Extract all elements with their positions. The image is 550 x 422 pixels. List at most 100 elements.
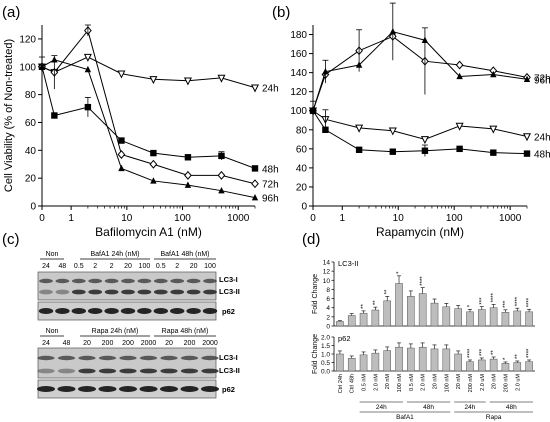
marker-96h [184, 181, 192, 188]
series-line-72h [312, 35, 528, 111]
series-label-72h: 72h [262, 180, 279, 191]
band-lc3ii [78, 368, 96, 374]
category-label: Ctrl 24h [338, 374, 344, 393]
significance-stars: * [467, 304, 473, 307]
band-p62 [200, 386, 220, 392]
band-lc3ii [71, 289, 86, 295]
band-lc3i [57, 355, 76, 361]
band-p62 [120, 308, 136, 314]
blot-bottom-group-non: Non [46, 328, 59, 335]
blot-bottom-group-2: Rapa 48h (nM) [162, 328, 209, 335]
marker-24h [388, 127, 397, 136]
significance-stars: **** [420, 276, 426, 286]
bar [477, 359, 486, 372]
band-p62 [98, 386, 117, 392]
y-tick-label: 40 [296, 163, 308, 174]
drug-label: BafA1 [396, 414, 414, 421]
lane-label: 20 [83, 340, 91, 347]
band-p62 [180, 386, 199, 392]
band-lc3i [170, 278, 185, 284]
band-p62 [71, 308, 87, 314]
lane-label: 48 [63, 340, 71, 347]
band-lc3ii [39, 289, 53, 295]
blot-top-group-non: Non [46, 251, 59, 258]
bar [383, 300, 392, 327]
bar [418, 346, 427, 372]
bar [501, 363, 510, 372]
panel-label-b: (b) [272, 4, 290, 21]
y-tick-label: 40 [25, 146, 37, 157]
band-lc3i [78, 355, 96, 361]
series-label-48h: 48h [262, 164, 279, 175]
series-line-96h [312, 31, 528, 111]
y-tick-label: 0.5 [321, 360, 330, 367]
bar [466, 361, 474, 372]
band-p62 [87, 308, 103, 314]
panel-label-a: (a) [2, 4, 20, 21]
marker-96h [523, 75, 531, 82]
bar [347, 315, 356, 327]
bar [525, 361, 533, 372]
group-label: 24h [376, 404, 387, 411]
marker-48h [150, 149, 157, 157]
blot-bottom-lc3i: LC3-I [219, 353, 238, 362]
band-p62 [153, 308, 169, 314]
band-p62 [104, 308, 119, 314]
blot-bottom-p62: p62 [222, 385, 235, 394]
lane-label: 2 [175, 263, 179, 270]
marker-24h [455, 122, 464, 131]
series-label-72h: 72h [534, 73, 550, 84]
x-tick-label: 1000 [499, 213, 522, 224]
marker-24h [355, 124, 364, 133]
marker-24h [420, 136, 429, 145]
band-lc3i [39, 278, 53, 284]
category-label: Ctrl 48h [350, 374, 356, 393]
marker-24h [489, 125, 498, 134]
y-tick-label: 0 [326, 324, 330, 331]
significance-stars: *** [479, 297, 485, 305]
bar [442, 348, 451, 372]
lane-label: 48 [59, 263, 67, 270]
x-axis-label: Bafilomycin A1 (nM) [95, 225, 202, 239]
significance-stars: *** [503, 300, 509, 308]
lane-label: 200 [102, 340, 114, 347]
y-tick-label: 2.0 [321, 335, 330, 342]
band-p62 [38, 308, 54, 314]
band-lc3i [139, 355, 158, 361]
series-label-96h: 96h [534, 75, 550, 86]
panel-label-d: (d) [302, 231, 320, 248]
marker-48h [490, 149, 497, 156]
band-lc3i [119, 355, 137, 361]
y-tick-label: 100 [290, 106, 307, 117]
marker-96h [218, 186, 225, 194]
y-tick-label: 180 [290, 30, 307, 41]
blot-bottom-lc3ii: LC3-II [219, 366, 240, 375]
x-tick-label: 100 [174, 213, 191, 224]
significance-stars: *** [479, 348, 485, 356]
band-lc3i [203, 278, 217, 284]
bar [407, 347, 415, 372]
bar [430, 302, 439, 327]
band-lc3ii [57, 368, 76, 374]
band-lc3ii [186, 289, 201, 295]
lane-label: 2000 [202, 340, 218, 347]
series-label-48h: 48h [534, 150, 550, 161]
x-tick-label: 1 [68, 213, 74, 224]
category-label: 20 nM [456, 374, 462, 390]
band-lc3ii [201, 368, 219, 374]
x-tick-label: 0 [310, 213, 316, 224]
band-p62 [77, 386, 97, 392]
marker-72h [184, 170, 192, 180]
marker-24h [183, 77, 192, 86]
marker-96h [251, 193, 259, 201]
x-tick-label: 1000 [227, 213, 250, 224]
category-label: 2.0 nM [421, 374, 427, 391]
band-p62 [118, 386, 138, 392]
marker-24h [250, 84, 260, 93]
y-tick-label: 60 [25, 118, 37, 129]
y-tick-label: 80 [296, 125, 308, 136]
lane-label: 0.5 [156, 263, 166, 270]
band-p62 [137, 308, 152, 314]
x-axis-label: Rapamycin (nM) [376, 225, 464, 239]
